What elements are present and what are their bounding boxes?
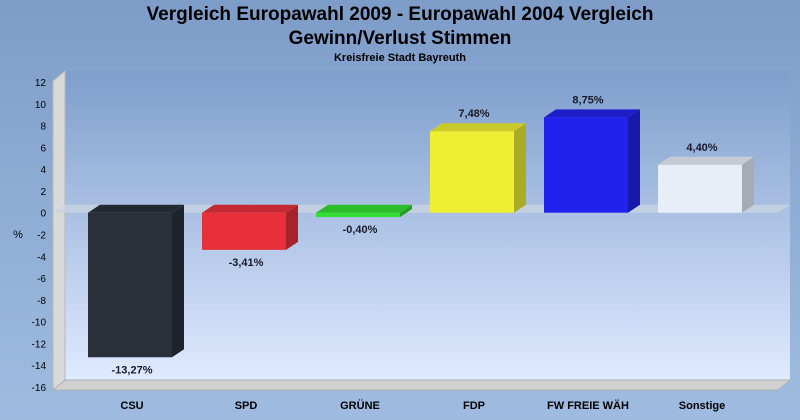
bar-side <box>742 156 754 213</box>
chart-subtitle: Kreisfreie Stadt Bayreuth <box>333 52 467 64</box>
bar-side <box>514 123 526 213</box>
bar <box>316 204 412 218</box>
y-axis-label: % <box>13 229 23 241</box>
bar-top <box>202 204 298 213</box>
bar-side <box>286 204 298 250</box>
bar <box>658 156 754 213</box>
bar-side <box>172 204 184 358</box>
y-tick-label: 0 <box>40 209 46 220</box>
bar-side <box>400 204 412 218</box>
bar <box>202 204 298 250</box>
plot-floor <box>51 379 792 391</box>
y-tick-label: 6 <box>40 143 46 154</box>
chart-title: Vergleich Europawahl 2009 - Europawahl 2… <box>146 4 654 25</box>
bar-top <box>544 109 640 118</box>
data-label: 7,48% <box>458 108 489 120</box>
category-label: SPD <box>235 400 258 412</box>
bar-side <box>628 109 640 213</box>
bar <box>544 109 640 213</box>
bar <box>88 204 184 358</box>
y-tick-label: -14 <box>32 361 47 372</box>
category-label: GRÜNE <box>340 399 380 412</box>
bar-front <box>658 164 742 213</box>
y-tick-label: -10 <box>32 318 47 329</box>
chart-title-block: Vergleich Europawahl 2009 - Europawahl 2… <box>0 3 800 64</box>
y-tick-label: -2 <box>37 231 46 242</box>
y-tick-label: 2 <box>40 187 46 198</box>
category-labels: CSU SPD GRÜNE FDP FW FREIE WÄH Sonstige <box>120 399 725 412</box>
category-label: Sonstige <box>679 400 725 412</box>
data-label: -13,27% <box>112 364 153 376</box>
data-label: -0,40% <box>343 224 378 236</box>
bar-front <box>544 117 628 213</box>
bar-front <box>202 212 286 250</box>
category-label: CSU <box>120 400 143 412</box>
bar-front <box>316 212 400 218</box>
bar-top <box>88 204 184 213</box>
data-label: 8,75% <box>572 94 603 106</box>
y-tick-label: -4 <box>37 252 46 263</box>
y-tick-label: -6 <box>37 274 46 285</box>
bar-top <box>658 156 754 165</box>
bar-top <box>316 204 412 213</box>
y-tick-label: -12 <box>32 339 47 350</box>
bar-front <box>430 131 514 213</box>
y-tick-label: 12 <box>35 78 47 89</box>
bar-front <box>88 212 172 358</box>
y-axis-ticks: 12 10 8 6 4 2 0 -2 -4 -6 -8 -10 -12 -14 -16 <box>32 78 47 394</box>
y-tick-label: 10 <box>35 100 47 111</box>
y-tick-label: 8 <box>40 122 46 133</box>
y-tick-label: 4 <box>40 165 46 176</box>
y-tick-label: -16 <box>32 383 47 394</box>
data-labels: -13,27% -3,41% -0,40% 7,48% 8,75% 4,40% <box>112 94 718 376</box>
bar <box>430 123 526 213</box>
bar-top <box>430 123 526 132</box>
category-label: FDP <box>463 400 485 412</box>
y-tick-label: -8 <box>37 296 46 307</box>
chart-title-line2: Gewinn/Verlust Stimmen <box>288 28 512 49</box>
category-label: FW FREIE WÄH <box>547 399 629 412</box>
data-label: 4,40% <box>686 142 717 154</box>
plot-left-wall <box>52 69 66 392</box>
data-label: -3,41% <box>229 257 264 269</box>
bars <box>88 109 754 358</box>
